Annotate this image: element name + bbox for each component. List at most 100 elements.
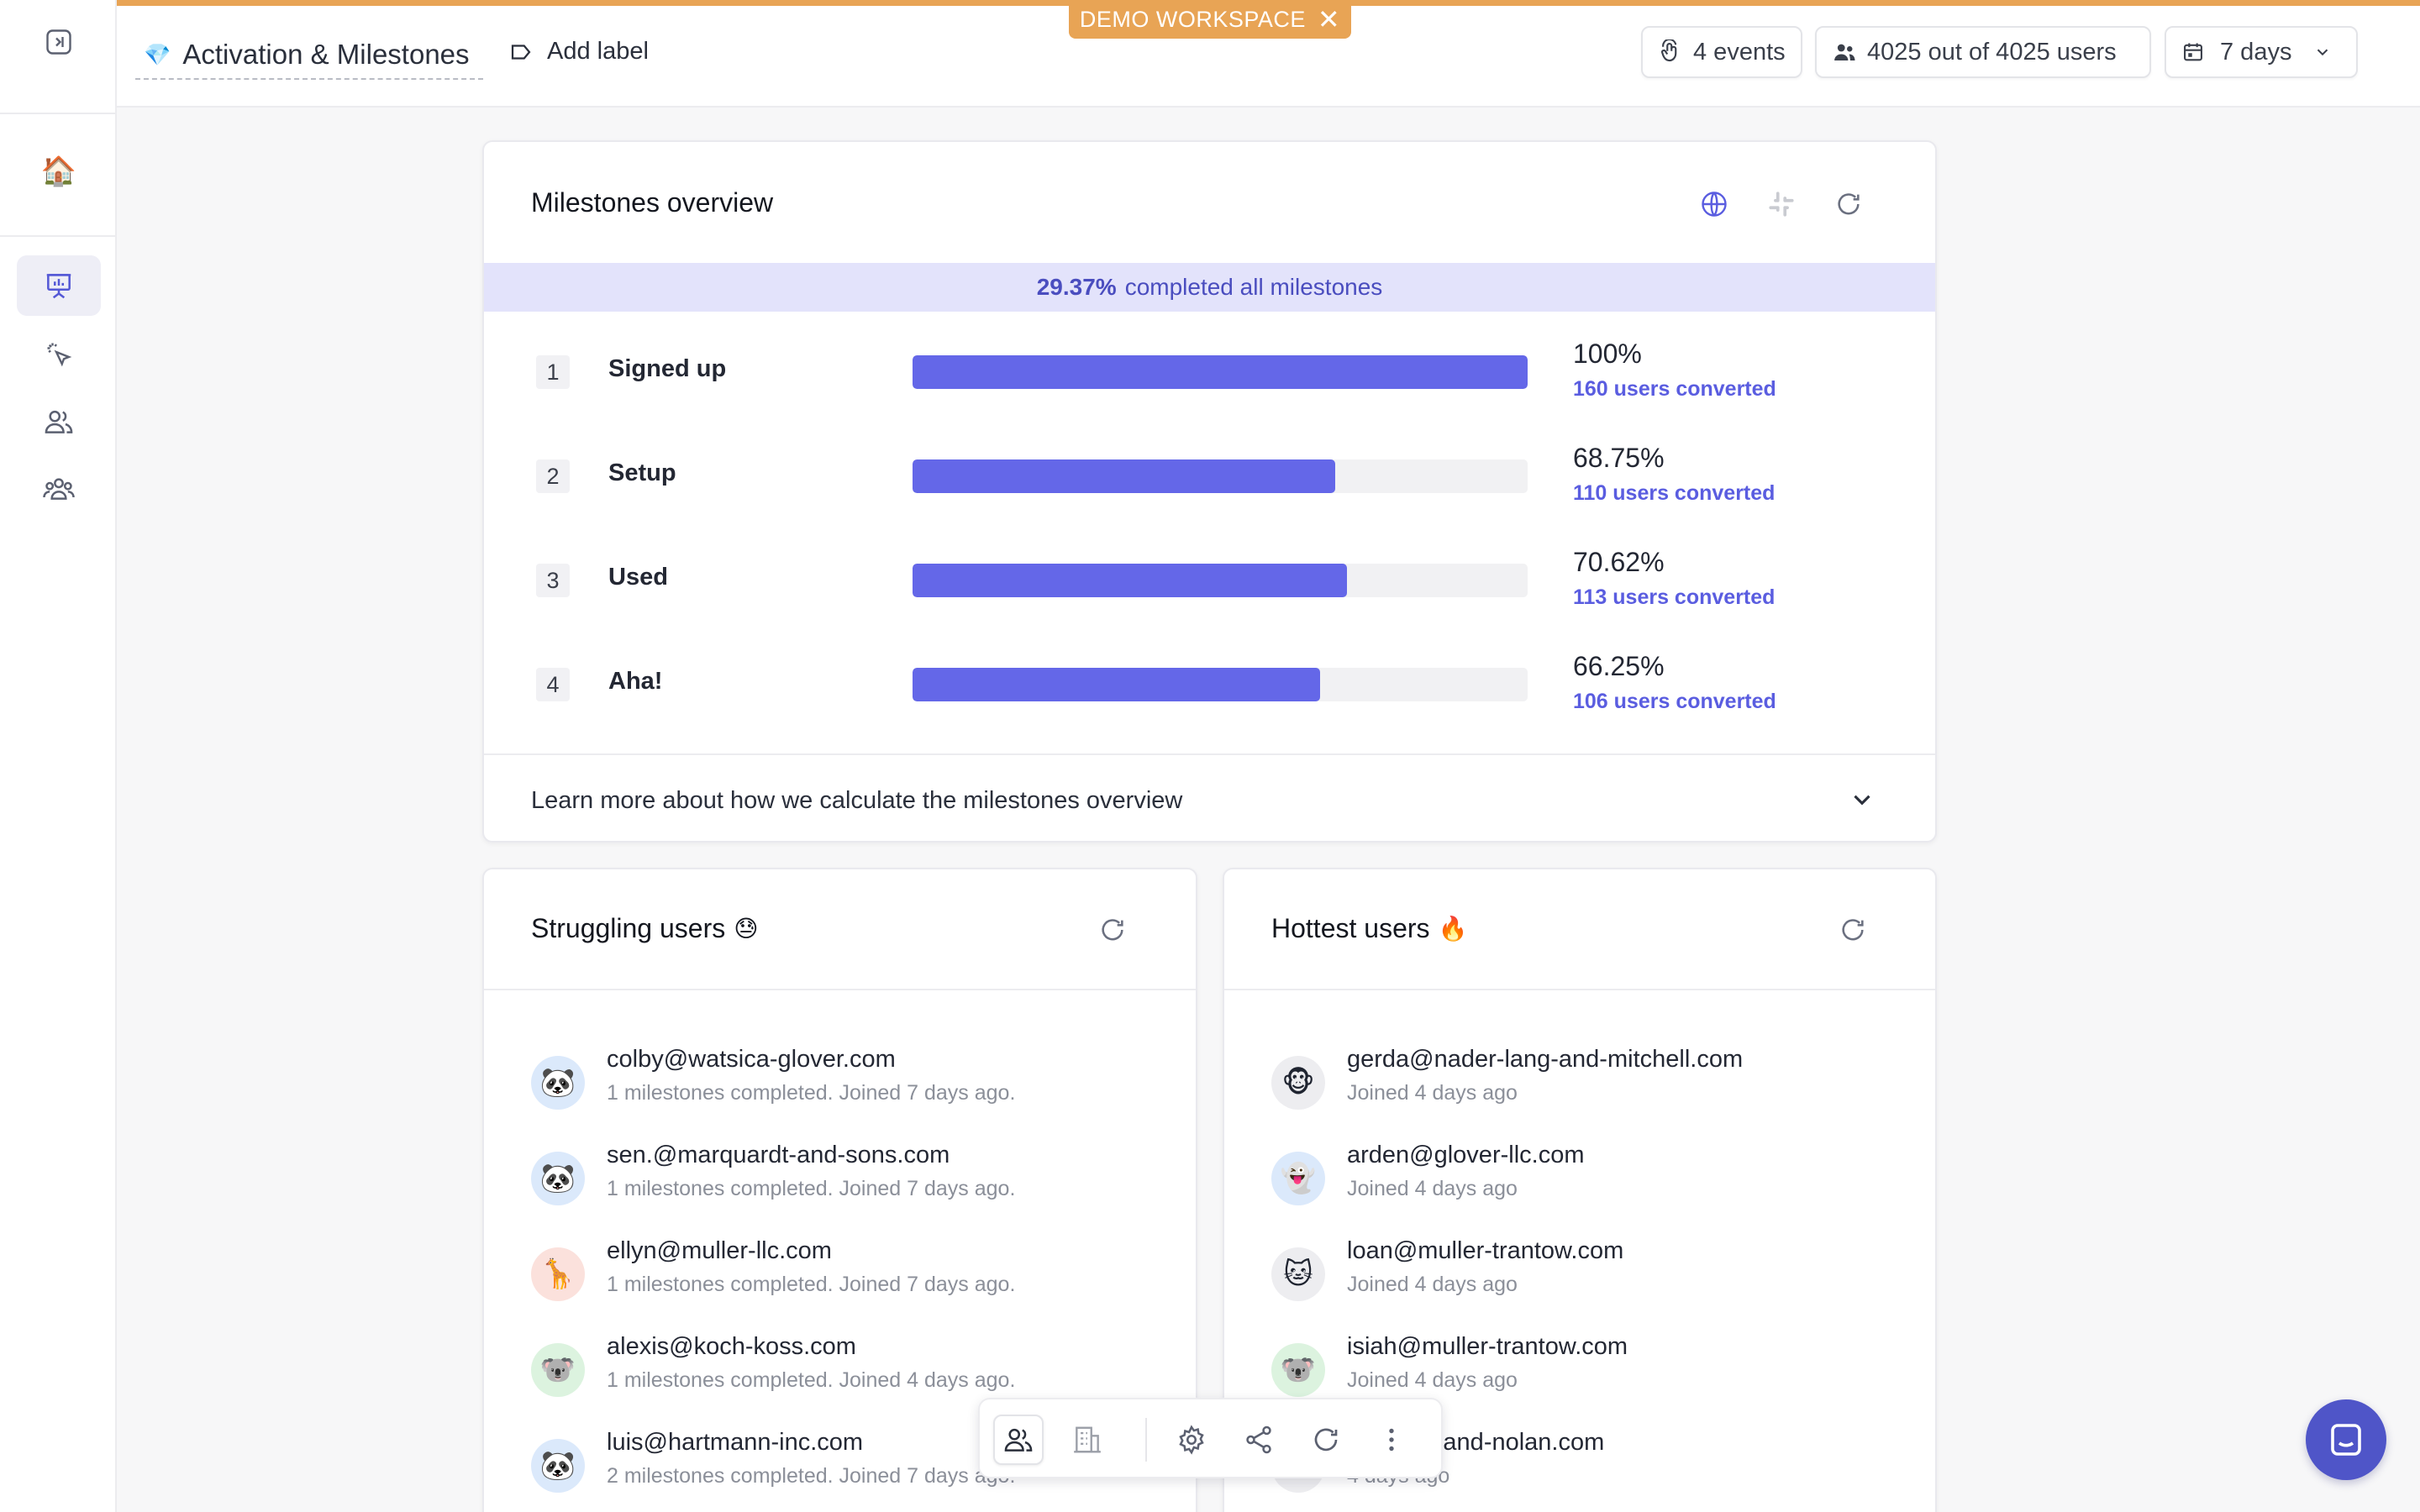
milestone-name: Aha! — [608, 668, 663, 695]
dashboard-title-text[interactable]: Activation & Milestones — [182, 39, 470, 70]
user-email[interactable]: isiah@muller-trantow.com — [1347, 1333, 1628, 1360]
globe-button[interactable] — [1697, 187, 1731, 221]
card-title: Struggling users 😓 — [531, 913, 758, 944]
globe-icon — [1702, 192, 1727, 217]
sidebar-item-dashboards[interactable] — [17, 255, 101, 316]
milestone-progress-fill — [913, 459, 1336, 493]
user-email[interactable]: sen.@marquardt-and-sons.com — [607, 1142, 950, 1168]
milestone-converted-link[interactable]: 106 users converted — [1573, 690, 1776, 713]
struggling-users-card: Struggling users 😓 🐼 colby@watsica-glove… — [482, 868, 1197, 1512]
users-icon — [45, 410, 73, 433]
user-list-item[interactable]: 🐼 sen.@marquardt-and-sons.com 1 mileston… — [531, 1142, 1136, 1226]
milestone-percent: 66.25% — [1573, 651, 1665, 681]
refresh-button[interactable] — [1836, 913, 1870, 947]
touch-icon — [1660, 39, 1677, 62]
sidebar-item-home[interactable]: 🏠 — [17, 141, 101, 202]
collapse-sidebar-button[interactable] — [17, 12, 101, 72]
avatar: 🦒 — [531, 1247, 585, 1301]
avatar: 🐼 — [531, 1056, 585, 1110]
toolbar-divider — [1145, 1418, 1147, 1462]
milestones-overview-card: Milestones overview 29.37% completed all… — [482, 140, 1937, 843]
sidebar-item-users[interactable] — [17, 391, 101, 452]
users-filter-button[interactable]: 4025 out of 4025 users — [1815, 26, 2151, 78]
user-list-item[interactable]: 🐱 loan@muller-trantow.com Joined 4 days … — [1271, 1237, 1876, 1321]
milestone-converted-link[interactable]: 110 users converted — [1573, 481, 1776, 505]
user-email[interactable]: arden@glover-llc.com — [1347, 1142, 1585, 1168]
chevron-down-icon — [2317, 49, 2328, 56]
avatar: 🐨 — [1271, 1343, 1325, 1397]
user-email[interactable]: luis@hartmann-inc.com — [607, 1429, 864, 1456]
user-email[interactable]: colby@watsica-glover.com — [607, 1046, 896, 1073]
demo-workspace-label: DEMO WORKSPACE — [1079, 6, 1306, 32]
dashboard-title[interactable]: 💎 Activation & Milestones — [135, 31, 483, 80]
user-email[interactable]: loan@muller-trantow.com — [1347, 1237, 1624, 1264]
user-email[interactable]: ellyn@muller-llc.com — [607, 1237, 832, 1264]
refresh-icon — [1838, 193, 1860, 215]
events-filter-button[interactable]: 4 events — [1641, 26, 1802, 78]
users-icon — [1834, 44, 1855, 60]
milestone-name: Used — [608, 564, 668, 591]
sidebar-divider — [0, 235, 117, 237]
refresh-all-button[interactable] — [1301, 1415, 1351, 1465]
completion-percent: 29.37% — [1036, 274, 1117, 300]
user-list-item[interactable]: 🐨 isiah@muller-trantow.com Joined 4 days… — [1271, 1333, 1876, 1417]
learn-more-accordion[interactable]: Learn more about how we calculate the mi… — [484, 753, 1935, 841]
user-list-item[interactable]: 🐨 alexis@koch-koss.com 1 milestones comp… — [531, 1333, 1136, 1417]
refresh-button[interactable] — [1096, 913, 1129, 947]
add-label-button[interactable]: Add label — [508, 38, 649, 66]
user-list-item[interactable]: 🐵 gerda@nader-lang-and-mitchell.com Join… — [1271, 1046, 1876, 1130]
milestone-progress-track — [913, 355, 1528, 389]
milestone-converted-link[interactable]: 113 users converted — [1573, 585, 1776, 609]
milestone-row[interactable]: 4 Aha! 66.25% 106 users converted — [484, 643, 1935, 727]
slack-button[interactable] — [1765, 187, 1798, 221]
milestone-row[interactable]: 3 Used 70.62% 113 users converted — [484, 538, 1935, 622]
user-list-item[interactable]: 🐼 colby@watsica-glover.com 1 milestones … — [531, 1046, 1136, 1130]
card-title: Hottest users 🔥 — [1271, 913, 1467, 944]
milestone-row[interactable]: 1 Signed up 100% 160 users converted — [484, 330, 1935, 414]
completion-banner: 29.37% completed all milestones — [484, 263, 1935, 312]
milestone-percent: 70.62% — [1573, 547, 1665, 577]
sweat-emoji-icon: 😓 — [734, 916, 759, 942]
date-range-select[interactable]: 7 days — [2165, 26, 2358, 78]
milestone-progress-fill — [913, 564, 1347, 597]
share-button[interactable] — [1234, 1415, 1284, 1465]
milestone-number: 4 — [536, 668, 570, 701]
chat-launcher-button[interactable] — [2306, 1399, 2386, 1480]
add-label-text: Add label — [547, 38, 649, 65]
milestone-percent: 68.75% — [1573, 443, 1665, 473]
milestone-progress-track — [913, 459, 1528, 493]
settings-button[interactable] — [1166, 1415, 1217, 1465]
sidebar: 🏠 — [0, 0, 117, 1512]
sidebar-item-events[interactable] — [17, 324, 101, 385]
user-status: Joined 4 days ago — [1347, 1273, 1518, 1296]
learn-more-text: Learn more about how we calculate the mi… — [531, 786, 1183, 814]
user-email[interactable]: gerda@nader-lang-and-mitchell.com — [1347, 1046, 1744, 1073]
user-list-item[interactable]: 🦒 ellyn@muller-llc.com 1 milestones comp… — [531, 1237, 1136, 1321]
user-status: Joined 4 days ago — [1347, 1177, 1518, 1200]
card-divider — [1224, 989, 1935, 990]
gear-icon — [1179, 1425, 1204, 1455]
more-options-button[interactable] — [1366, 1415, 1417, 1465]
milestone-row[interactable]: 2 Setup 68.75% 110 users converted — [484, 434, 1935, 518]
share-icon — [1246, 1425, 1271, 1454]
user-email[interactable]: alexis@koch-koss.com — [607, 1333, 856, 1360]
refresh-button[interactable] — [1832, 187, 1865, 221]
collapse-sidebar-icon — [46, 29, 71, 55]
chat-icon — [2331, 1424, 2361, 1456]
user-status: 2 milestones completed. Joined 7 days ag… — [607, 1464, 1016, 1488]
calendar-icon — [2184, 43, 2202, 61]
user-list-item[interactable]: 🐼 luis@hartmann-inc.com 2 milestones com… — [531, 1429, 1136, 1512]
sidebar-item-accounts[interactable] — [17, 459, 101, 519]
user-status: Joined 4 days ago — [1347, 1368, 1518, 1392]
milestone-converted-link[interactable]: 160 users converted — [1573, 377, 1776, 401]
refresh-icon — [1102, 919, 1123, 941]
close-icon[interactable]: ✕ — [1317, 4, 1341, 34]
view-users-button[interactable] — [993, 1415, 1044, 1465]
card-divider — [484, 989, 1196, 990]
diamond-icon: 💎 — [144, 41, 171, 67]
sidebar-divider — [0, 113, 117, 114]
user-list-item[interactable]: 👻 arden@glover-llc.com Joined 4 days ago — [1271, 1142, 1876, 1226]
view-companies-button[interactable] — [1062, 1415, 1113, 1465]
avatar: 🐱 — [1271, 1247, 1325, 1301]
avatar: 🐼 — [531, 1439, 585, 1493]
